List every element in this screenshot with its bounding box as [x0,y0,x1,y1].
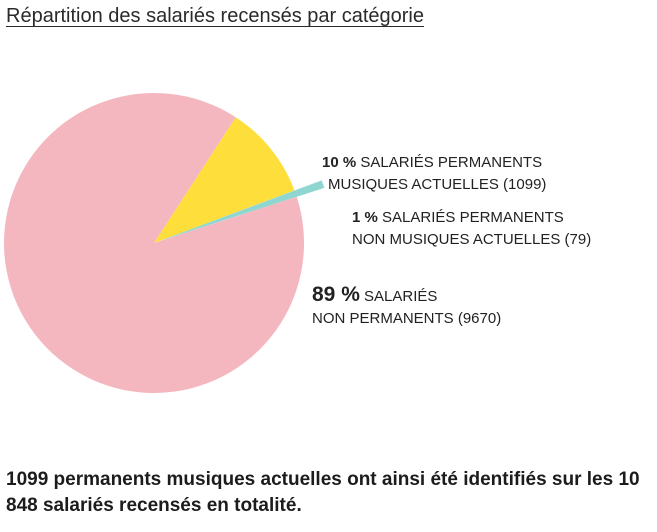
slice-percent: 10 % [322,154,357,171]
slice-category: SALARIÉS PERMANENTS [360,154,543,171]
slice-permanents-musiques-actuelles [154,117,295,243]
chart-title: Répartition des salariés recensés par ca… [6,5,424,27]
slice-percent: 89 % [312,283,360,306]
label-line-2: NON MUSIQUES ACTUELLES (79) [352,231,592,248]
slice-non-permanents [3,92,304,393]
label-non-permanents: 89 % SALARIÉS NON PERMANENTS (9670) [312,284,501,330]
slice-category: SALARIÉS PERMANENTS [382,209,564,226]
label-permanents-musiques-actuelles: 10 % SALARIÉS PERMANENTS MUSIQUES ACTUEL… [322,152,546,196]
slice-percent: 1 % [352,209,378,226]
label-permanents-non-musiques-actuelles: 1 % SALARIÉS PERMANENTS NON MUSIQUES ACT… [352,207,591,251]
slice-permanents-non-musiques-actuelles [157,180,325,242]
slice-category: SALARIÉS [364,288,438,305]
label-line-1: 10 % SALARIÉS PERMANENTS [322,152,546,174]
label-line-1: 1 % SALARIÉS PERMANENTS [352,207,591,229]
label-line-1: 89 % SALARIÉS [312,284,501,308]
label-line-2: MUSIQUES ACTUELLES (1099) [328,176,547,193]
label-line-2: NON PERMANENTS (9670) [312,310,502,327]
footnote: 1099 permanents musiques actuelles ont a… [6,469,640,516]
